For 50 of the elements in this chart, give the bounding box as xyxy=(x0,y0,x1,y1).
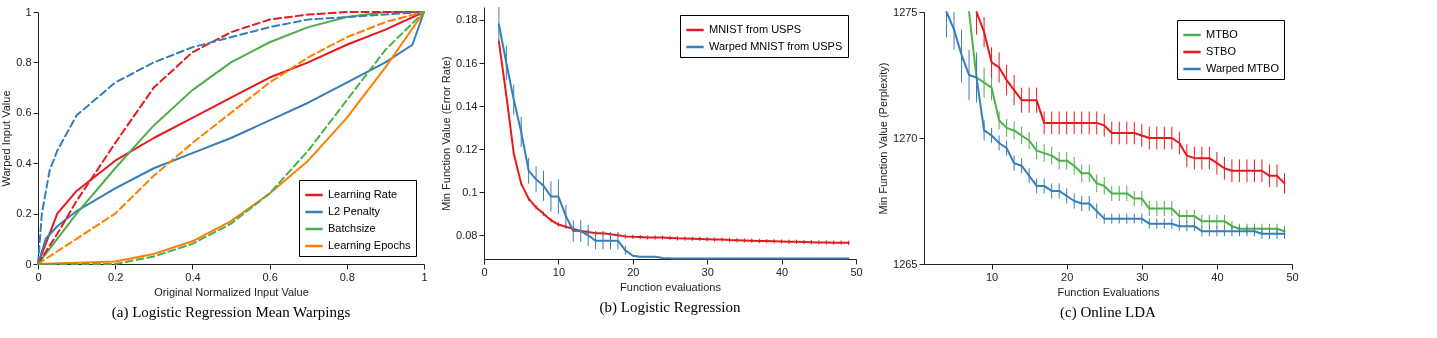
legend-label: STBO xyxy=(1206,45,1237,57)
legend-label: L2 Penalty xyxy=(328,205,381,217)
x-tick-label: 50 xyxy=(1286,270,1299,283)
y-tick-label: 0 xyxy=(25,257,32,270)
x-tick-label: 40 xyxy=(775,265,789,278)
y-tick-label: 0.2 xyxy=(16,207,32,220)
x-tick-label: 30 xyxy=(701,265,714,278)
legend-label: MNIST from USPS xyxy=(709,23,802,35)
y-tick-label: 0.1 xyxy=(462,185,478,198)
text: (c) Online LDA xyxy=(1060,304,1157,321)
x-axis-title: Function Evaluations xyxy=(1057,285,1161,298)
y-tick-label: 1275 xyxy=(893,5,918,18)
x-tick-label: 0.8 xyxy=(339,270,355,283)
y-tick-label: 1 xyxy=(25,5,32,18)
x-tick-label: 0 xyxy=(35,270,42,283)
y-tick-label: 0.18 xyxy=(456,13,478,26)
x-tick-label: 10 xyxy=(552,265,566,278)
y-tick-label: 0.4 xyxy=(16,156,32,169)
y-tick-label: 0.16 xyxy=(456,56,478,69)
legend-label: Warped MTBO xyxy=(1206,62,1280,74)
x-tick-label: 1 xyxy=(421,270,428,283)
x-tick-label: 50 xyxy=(850,265,863,278)
x-tick-label: 30 xyxy=(1136,270,1149,283)
y-tick-label: 0.14 xyxy=(456,99,478,112)
text: (a) Logistic Regression Mean Warpings xyxy=(111,304,351,321)
x-tick-label: 10 xyxy=(985,270,999,283)
legend-label: MTBO xyxy=(1206,28,1239,40)
text: (b) Logistic Regression xyxy=(599,299,741,316)
x-tick-label: 0.2 xyxy=(108,270,124,283)
x-tick-label: 40 xyxy=(1211,270,1224,283)
y-tick-label: 0.12 xyxy=(456,142,478,155)
x-tick-label: 20 xyxy=(627,265,640,278)
legend-label: Learning Rate xyxy=(328,188,398,200)
legend-label: Batchsize xyxy=(328,222,376,234)
x-tick-label: 20 xyxy=(1061,270,1074,283)
y-tick-label: 0.08 xyxy=(456,228,478,241)
y-tick-label: 0.6 xyxy=(16,106,32,119)
y-tick-label: 1265 xyxy=(893,257,918,270)
x-tick-label: 0.4 xyxy=(185,270,201,283)
legend-label: Learning Epochs xyxy=(328,239,412,251)
y-axis-title: Warped Input Value xyxy=(0,90,13,187)
x-axis-title: Function evaluations xyxy=(620,280,722,293)
legend-label: Warped MNIST from USPS xyxy=(709,40,843,52)
y-tick-label: 1270 xyxy=(893,131,918,144)
y-axis-title: Min Function Value (Perplexity) xyxy=(877,62,890,215)
x-tick-label: 0.6 xyxy=(262,270,278,283)
y-tick-label: 0.8 xyxy=(16,55,32,68)
y-axis-title: Min Function Value (Error Rate) xyxy=(440,56,453,211)
x-tick-label: 0 xyxy=(481,265,488,278)
x-axis-title: Original Normalized Input Value xyxy=(154,285,309,298)
